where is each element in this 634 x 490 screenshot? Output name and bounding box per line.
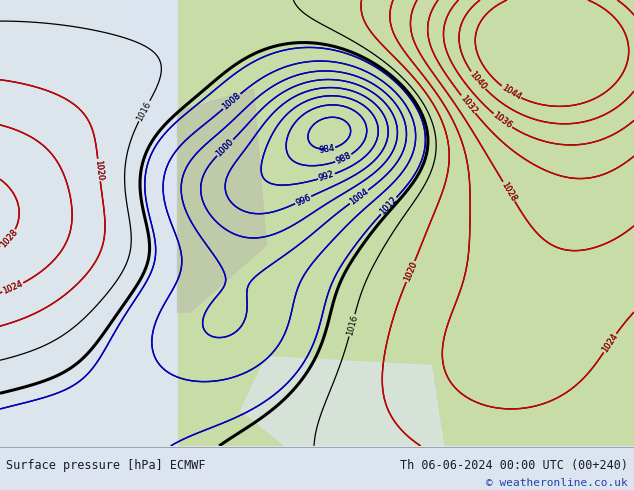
Text: 1008: 1008 — [221, 91, 243, 112]
Text: 1008: 1008 — [221, 91, 243, 112]
Text: 1012: 1012 — [378, 195, 399, 217]
Text: 1024: 1024 — [600, 332, 619, 354]
Text: 1044: 1044 — [500, 83, 522, 102]
Text: Surface pressure [hPa] ECMWF: Surface pressure [hPa] ECMWF — [6, 459, 206, 472]
Text: 1020: 1020 — [403, 260, 418, 283]
Polygon shape — [190, 0, 634, 423]
Text: 988: 988 — [334, 151, 353, 166]
Text: 1028: 1028 — [0, 228, 19, 249]
Text: 992: 992 — [318, 170, 335, 183]
Text: 1016: 1016 — [345, 314, 359, 337]
Text: 996: 996 — [294, 193, 313, 207]
Text: 1000: 1000 — [214, 137, 236, 158]
Text: 1024: 1024 — [1, 279, 24, 296]
Text: 1028: 1028 — [500, 180, 518, 203]
Polygon shape — [0, 0, 178, 446]
Text: 992: 992 — [318, 170, 335, 183]
Polygon shape — [178, 0, 634, 446]
Text: 1040: 1040 — [468, 70, 488, 92]
Text: 1020: 1020 — [93, 159, 105, 181]
Polygon shape — [0, 0, 139, 268]
Text: Th 06-06-2024 00:00 UTC (00+240): Th 06-06-2024 00:00 UTC (00+240) — [399, 459, 628, 472]
Text: 1032: 1032 — [458, 93, 478, 116]
Text: 1004: 1004 — [348, 187, 370, 207]
Text: 1024: 1024 — [1, 279, 24, 296]
Text: 984: 984 — [318, 144, 335, 155]
Text: 988: 988 — [334, 151, 353, 166]
Text: 1028: 1028 — [0, 228, 19, 249]
Text: 1040: 1040 — [468, 70, 488, 92]
Text: 1028: 1028 — [500, 180, 518, 203]
Polygon shape — [178, 0, 317, 134]
Polygon shape — [241, 357, 444, 446]
Polygon shape — [178, 89, 266, 312]
Text: 1020: 1020 — [403, 260, 418, 283]
Text: 1012: 1012 — [378, 195, 399, 217]
Text: 1024: 1024 — [600, 332, 619, 354]
Text: 1044: 1044 — [500, 83, 522, 102]
Text: 1004: 1004 — [348, 187, 370, 207]
Text: 1016: 1016 — [135, 99, 153, 122]
Text: 984: 984 — [318, 144, 335, 155]
Text: 1000: 1000 — [214, 137, 236, 158]
Text: 996: 996 — [294, 193, 313, 207]
Text: 1032: 1032 — [458, 93, 478, 116]
Text: 1036: 1036 — [491, 111, 514, 131]
Text: 1020: 1020 — [93, 159, 105, 181]
Text: 1036: 1036 — [491, 111, 514, 131]
Text: © weatheronline.co.uk: © weatheronline.co.uk — [486, 478, 628, 488]
